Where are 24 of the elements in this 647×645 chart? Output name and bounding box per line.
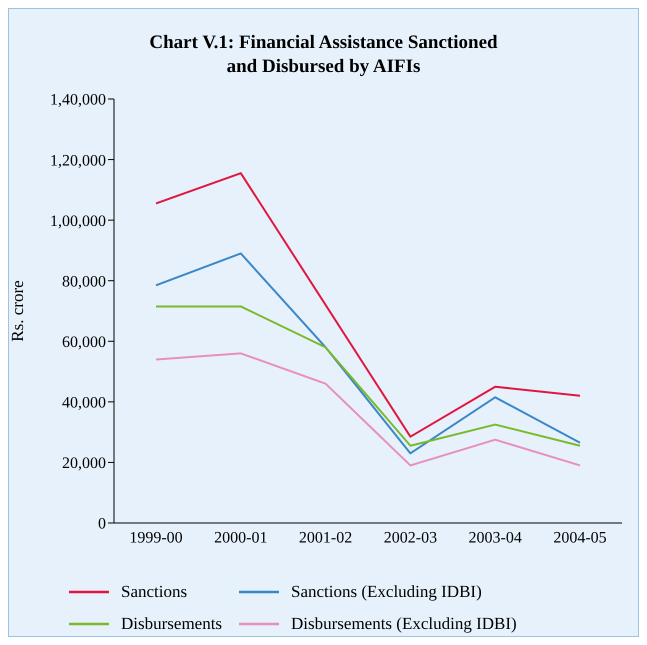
x-tick-label: 2001-02: [298, 529, 352, 546]
y-tick-label: 1,20,000: [50, 152, 106, 170]
x-tick-label: 2002-03: [384, 529, 438, 546]
y-tick-label: 80,000: [62, 273, 106, 290]
x-tick-label: 2004-05: [553, 529, 607, 546]
x-tick-label: 2003-04: [468, 529, 522, 546]
legend-label: Sanctions: [121, 582, 188, 602]
y-tick-label: 1,00,000: [50, 212, 106, 230]
legend-label: Disbursements: [121, 614, 222, 634]
legend-label: Disbursements (Excluding IDBI): [291, 614, 517, 634]
line-series: [155, 252, 581, 454]
legend-label: Sanctions (Excluding IDBI): [291, 582, 482, 602]
x-tick-label: 2000-01: [214, 529, 268, 546]
y-tick-label: 20,000: [62, 455, 106, 472]
x-tick-label: 1999-00: [129, 529, 183, 546]
line-series: [155, 352, 581, 466]
y-tick-label: 0: [98, 516, 106, 533]
line-series: [155, 305, 581, 447]
y-tick-label: 60,000: [62, 334, 106, 351]
line-series: [155, 172, 581, 438]
y-axis-title: Rs. crore: [8, 280, 28, 342]
y-tick-label: 1,40,000: [50, 92, 106, 109]
chart-title: Chart V.1: Financial Assistance Sanctioned and Disbursed by AIFIs: [148, 31, 499, 79]
y-tick-label: 40,000: [62, 394, 106, 412]
